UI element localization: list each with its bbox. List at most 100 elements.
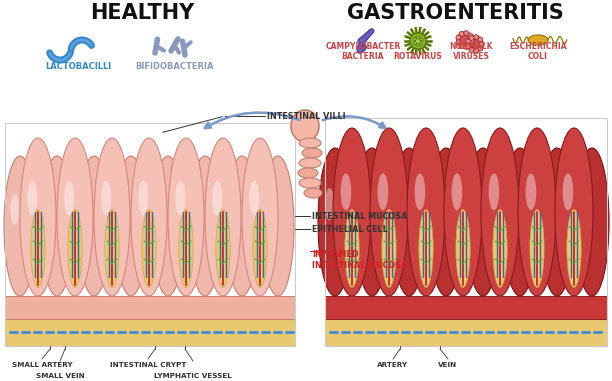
Ellipse shape	[10, 194, 20, 225]
Ellipse shape	[547, 188, 556, 221]
Ellipse shape	[242, 138, 278, 296]
Ellipse shape	[563, 201, 585, 296]
Ellipse shape	[101, 181, 111, 215]
Ellipse shape	[341, 201, 363, 296]
Ellipse shape	[567, 210, 581, 287]
Ellipse shape	[249, 181, 259, 215]
Ellipse shape	[31, 210, 45, 287]
Ellipse shape	[575, 148, 609, 296]
Ellipse shape	[212, 201, 234, 296]
Ellipse shape	[378, 201, 400, 296]
Bar	[325, 319, 607, 346]
Text: ESCHERICHIA
COLI: ESCHERICHIA COLI	[509, 42, 567, 61]
Bar	[5, 123, 295, 346]
Ellipse shape	[216, 210, 230, 287]
Text: ARTERY: ARTERY	[378, 362, 409, 368]
Ellipse shape	[399, 188, 408, 221]
Circle shape	[479, 42, 485, 46]
Ellipse shape	[355, 148, 389, 296]
Ellipse shape	[299, 138, 321, 148]
Ellipse shape	[20, 138, 56, 296]
Ellipse shape	[493, 210, 507, 287]
Text: LYMPHATIC VESSEL: LYMPHATIC VESSEL	[154, 373, 232, 379]
Circle shape	[468, 42, 473, 47]
Ellipse shape	[488, 173, 499, 210]
Ellipse shape	[27, 181, 37, 215]
Text: BIFIDOBACTERIA: BIFIDOBACTERIA	[136, 62, 214, 71]
Ellipse shape	[304, 188, 322, 198]
Ellipse shape	[345, 210, 359, 287]
Ellipse shape	[152, 156, 184, 296]
Ellipse shape	[429, 148, 463, 296]
Ellipse shape	[318, 148, 352, 296]
Circle shape	[468, 33, 473, 38]
Ellipse shape	[436, 188, 446, 221]
Text: GASTROENTERITIS: GASTROENTERITIS	[346, 3, 564, 23]
Ellipse shape	[456, 210, 470, 287]
Ellipse shape	[466, 148, 500, 296]
Circle shape	[467, 36, 483, 52]
Ellipse shape	[115, 156, 147, 296]
Ellipse shape	[105, 210, 119, 287]
Ellipse shape	[530, 210, 544, 287]
Circle shape	[457, 32, 473, 48]
Circle shape	[459, 32, 464, 37]
Circle shape	[466, 44, 471, 49]
Ellipse shape	[249, 201, 271, 296]
Ellipse shape	[233, 194, 241, 225]
Text: CAMPYLOBACTER
BACTERIA: CAMPYLOBACTER BACTERIA	[326, 42, 401, 61]
Ellipse shape	[481, 128, 519, 296]
Ellipse shape	[121, 194, 130, 225]
Bar	[5, 296, 295, 319]
Bar	[5, 319, 295, 346]
Ellipse shape	[175, 201, 197, 296]
Ellipse shape	[444, 128, 482, 296]
Ellipse shape	[510, 188, 520, 221]
Ellipse shape	[526, 201, 548, 296]
Ellipse shape	[94, 138, 130, 296]
Circle shape	[466, 39, 471, 44]
Circle shape	[414, 40, 416, 42]
Circle shape	[464, 45, 469, 50]
Ellipse shape	[138, 181, 148, 215]
Text: LACTOBACILLI: LACTOBACILLI	[45, 62, 111, 71]
Ellipse shape	[299, 178, 321, 188]
Ellipse shape	[175, 181, 185, 215]
Ellipse shape	[205, 138, 241, 296]
Ellipse shape	[101, 201, 123, 296]
Ellipse shape	[47, 194, 56, 225]
Text: ROTAVIRUS: ROTAVIRUS	[394, 52, 442, 61]
Ellipse shape	[195, 194, 204, 225]
Ellipse shape	[159, 194, 167, 225]
Ellipse shape	[189, 156, 221, 296]
Text: EPITHELIAL CELL: EPITHELIAL CELL	[312, 224, 388, 234]
Ellipse shape	[333, 128, 371, 296]
Ellipse shape	[419, 210, 433, 287]
Ellipse shape	[298, 168, 318, 178]
Ellipse shape	[407, 128, 445, 296]
Text: VEIN: VEIN	[438, 362, 458, 368]
Ellipse shape	[78, 156, 110, 296]
Ellipse shape	[64, 201, 86, 296]
Text: INFLAMED
INTESTINAL MUCOSA: INFLAMED INTESTINAL MUCOSA	[312, 250, 408, 270]
Circle shape	[413, 36, 423, 46]
Ellipse shape	[392, 148, 426, 296]
Ellipse shape	[131, 138, 167, 296]
Ellipse shape	[518, 128, 556, 296]
Ellipse shape	[302, 148, 322, 158]
Ellipse shape	[291, 110, 319, 142]
Circle shape	[464, 30, 469, 35]
Ellipse shape	[212, 181, 222, 215]
Ellipse shape	[489, 201, 511, 296]
Ellipse shape	[64, 181, 74, 215]
Ellipse shape	[57, 138, 93, 296]
Circle shape	[418, 37, 420, 40]
Text: INTESTINAL MUCOSA: INTESTINAL MUCOSA	[312, 211, 408, 221]
Text: INTESTINAL CRYPT: INTESTINAL CRYPT	[110, 362, 186, 368]
Ellipse shape	[528, 35, 548, 45]
Ellipse shape	[138, 201, 160, 296]
Ellipse shape	[325, 188, 334, 221]
Circle shape	[478, 46, 483, 51]
Ellipse shape	[27, 201, 49, 296]
Circle shape	[416, 37, 418, 40]
